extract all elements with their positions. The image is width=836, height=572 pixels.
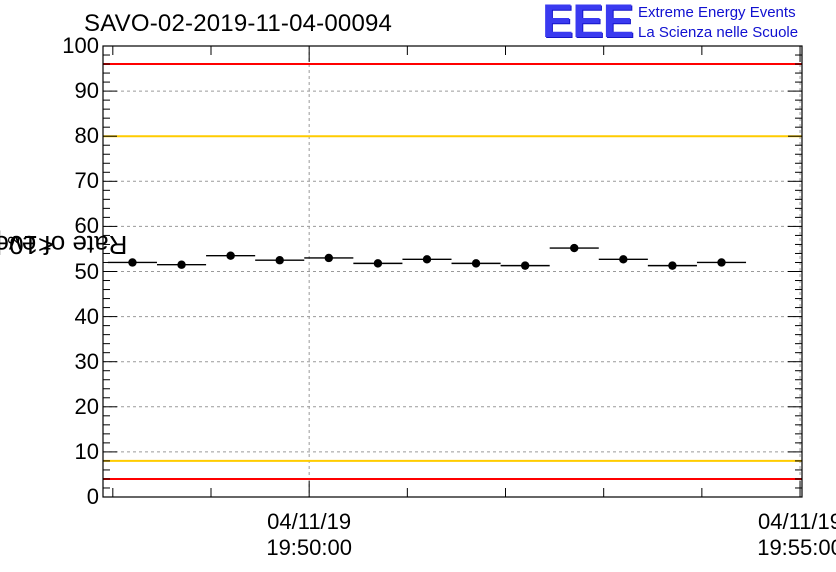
chart-title: SAVO-02-2019-11-04-00094 (84, 10, 393, 37)
eee-logo: EEE Extreme Energy Events La Scienza nel… (542, 0, 832, 46)
axis-ticks (103, 45, 802, 498)
data-marker (226, 251, 235, 260)
y-tick-label: 50 (74, 258, 99, 284)
data-marker (128, 258, 137, 267)
y-tick-label: 80 (74, 123, 99, 149)
data-point (549, 243, 599, 253)
data-point (696, 258, 747, 267)
data-marker (422, 255, 432, 264)
y-tick-label: 70 (74, 168, 99, 194)
data-point (500, 261, 550, 270)
reference-lines (103, 63, 802, 480)
y-tick-label: 60 (74, 213, 99, 239)
data-marker (373, 259, 383, 268)
y-tick-label: 10 (74, 438, 99, 464)
eee-logo-mark: EEE (542, 0, 634, 47)
x-tick-time: 19:50:00 (266, 535, 352, 560)
data-point (304, 253, 354, 263)
data-marker (324, 253, 334, 263)
data-point (107, 258, 157, 267)
data-marker (275, 256, 284, 265)
data-marker (570, 243, 579, 253)
y-tick-label: 30 (74, 348, 99, 374)
data-markers (107, 243, 747, 270)
data-point (206, 251, 256, 260)
data-marker (668, 261, 677, 270)
data-point (353, 259, 403, 268)
x-tick-time: 19:55:00 (757, 535, 836, 560)
x-tick-date: 04/11/19 (758, 509, 836, 534)
data-point (402, 255, 452, 264)
y-tick-label: 20 (74, 393, 99, 419)
data-point (255, 256, 305, 265)
y-tick-label: 100 (62, 33, 99, 58)
grid (103, 46, 802, 497)
data-marker (619, 255, 628, 264)
x-tick-label: 04/11/19 19:55:00 (730, 509, 836, 561)
data-marker (177, 260, 186, 269)
data-marker (717, 258, 726, 267)
data-point (451, 259, 501, 268)
data-marker (471, 259, 481, 268)
data-marker (520, 261, 530, 270)
data-point (598, 255, 648, 264)
y-tick-label: 40 (74, 303, 99, 329)
x-tick-label: 04/11/19 19:50:00 (239, 509, 379, 561)
x-tick-date: 04/11/19 (267, 509, 352, 534)
logo-line-2: La Scienza nelle Scuole (638, 24, 799, 41)
data-point (647, 261, 697, 270)
logo-line-1: Extreme Energy Events (638, 4, 796, 21)
data-point (156, 260, 207, 269)
y-tick-label: 90 (74, 78, 99, 104)
y-tick-label: 0 (86, 484, 99, 509)
